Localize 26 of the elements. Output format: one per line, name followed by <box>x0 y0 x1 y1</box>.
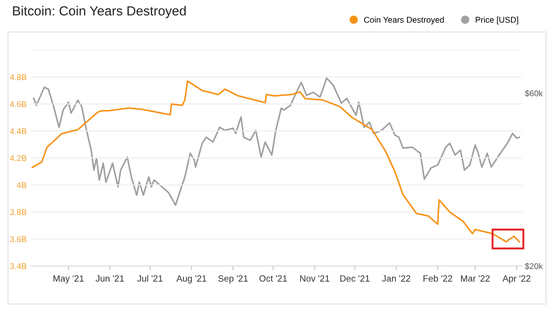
x-tick-label: Sep '21 <box>218 275 248 284</box>
x-tick-label: Mar '22 <box>461 275 490 282</box>
y-tick-label: 4.6B <box>10 101 26 108</box>
x-tick-label: May '21 <box>54 275 84 284</box>
y-tick-label: 4.8B <box>10 74 26 80</box>
x-tick-label: Jul '21 <box>137 275 163 282</box>
line-series <box>32 77 520 206</box>
x-tick-label: Dec '21 <box>340 275 370 282</box>
x-tick-label: Feb '22 <box>424 275 452 282</box>
y-tick-label: 3.4B <box>10 263 26 270</box>
x-tick-label: Oct '21 <box>259 275 287 282</box>
legend-label: Coin Years Destroyed <box>364 16 444 24</box>
y-tick-label: 3.6B <box>10 236 26 242</box>
y-tick-label: 3.8B <box>10 209 26 216</box>
y2-tick-label: $60k <box>524 90 543 97</box>
y2-tick-label: $20k <box>524 262 543 270</box>
x-tick-label: Jan '22 <box>382 275 410 282</box>
x-tick-label: Apr '22 <box>502 275 530 284</box>
x-tick-label: Aug '21 <box>176 275 206 284</box>
x-tick-label: Nov '21 <box>300 275 330 282</box>
y-tick-label: 4.2B <box>10 155 26 162</box>
chart-title: Bitcoin: Coin Years Destroyed <box>13 6 186 18</box>
legend-label: Price [USD] <box>476 16 518 24</box>
y-tick-label: 4.4B <box>10 128 26 134</box>
y-tick-label: 4B <box>16 182 26 188</box>
x-tick-label: Jun '21 <box>96 275 124 282</box>
